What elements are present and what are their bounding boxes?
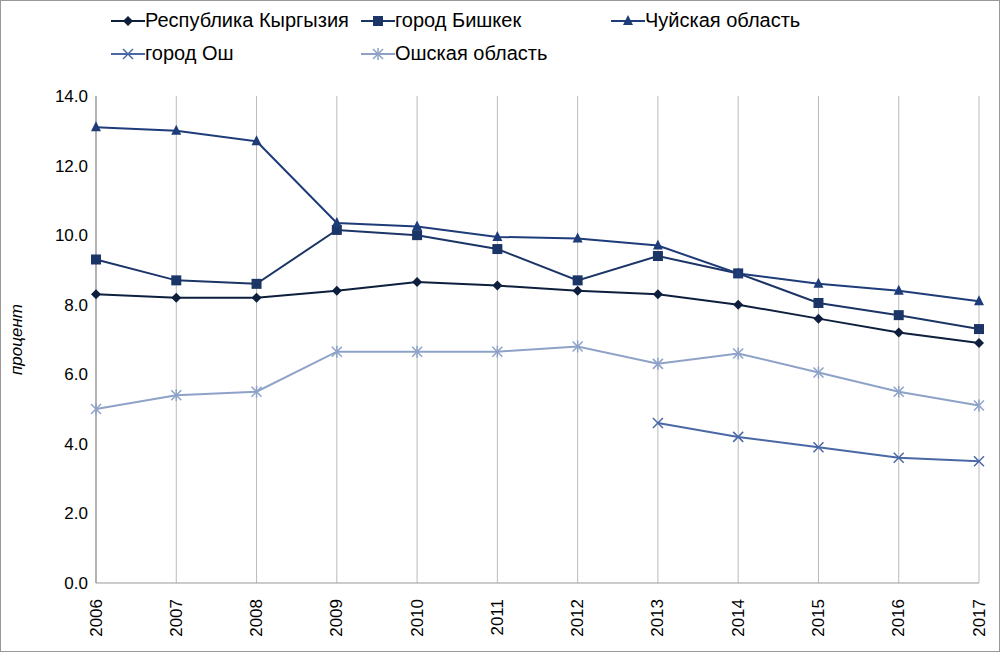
svg-text:6.0: 6.0 bbox=[64, 365, 88, 384]
svg-text:2012: 2012 bbox=[568, 599, 587, 637]
svg-text:2.0: 2.0 bbox=[64, 504, 88, 523]
svg-text:2011: 2011 bbox=[488, 599, 507, 636]
svg-text:2013: 2013 bbox=[648, 599, 667, 637]
svg-text:2015: 2015 bbox=[809, 599, 828, 637]
svg-text:14.0: 14.0 bbox=[55, 87, 88, 106]
svg-text:2006: 2006 bbox=[87, 599, 106, 637]
html-text:город Бишкек: город Бишкек bbox=[395, 9, 522, 31]
svg-text:2007: 2007 bbox=[167, 599, 186, 637]
html-text:город Ош: город Ош bbox=[145, 42, 234, 64]
svg-text:0.0: 0.0 bbox=[64, 574, 88, 593]
svg-text:2008: 2008 bbox=[247, 599, 266, 637]
svg-text:8.0: 8.0 bbox=[64, 296, 88, 315]
svg-text:10.0: 10.0 bbox=[55, 226, 88, 245]
svg-text:2009: 2009 bbox=[327, 599, 346, 637]
svg-text:2014: 2014 bbox=[729, 599, 748, 637]
svg-text:2010: 2010 bbox=[408, 599, 427, 637]
svg-text:4.0: 4.0 bbox=[64, 435, 88, 454]
svg-text:2017: 2017 bbox=[970, 599, 989, 637]
svg-text:12.0: 12.0 bbox=[55, 157, 88, 176]
html-text:Ошская область: Ошская область bbox=[395, 42, 548, 64]
svg-text:2016: 2016 bbox=[889, 599, 908, 637]
svg-text:процент: процент bbox=[8, 304, 26, 375]
html-text:Республика Кыргызия: Республика Кыргызия bbox=[145, 9, 349, 31]
html-text:Чуйская область: Чуйская область bbox=[645, 9, 801, 31]
